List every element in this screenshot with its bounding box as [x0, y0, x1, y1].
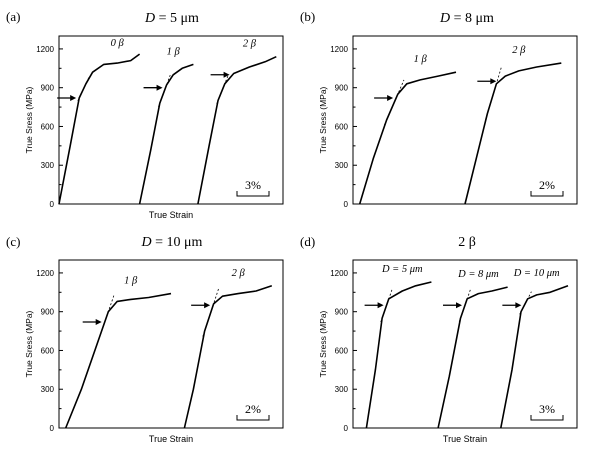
yield-tangent: [380, 287, 393, 323]
yield-arrowhead: [95, 319, 102, 326]
y-tick-label: 600: [335, 122, 349, 131]
y-tick-label: 600: [335, 346, 349, 355]
series-line: [183, 285, 273, 429]
series-line: [138, 63, 194, 205]
y-tick-label: 1200: [330, 45, 348, 54]
panel-title: D = 10 μm: [141, 235, 203, 250]
yield-arrowhead: [204, 302, 211, 309]
plot-frame: [58, 35, 284, 205]
y-tick-label: 300: [41, 161, 55, 170]
series-label: 1 β: [414, 54, 428, 65]
series-line: [197, 55, 277, 205]
panel-label: (a): [6, 9, 20, 24]
panel-c: (c) D = 10 μm 0 300 600 900 1200 True Sress (MP…: [6, 234, 284, 444]
scale-bar: [530, 415, 564, 421]
y-tick-label: 1200: [330, 269, 348, 278]
title-value: 2 β: [458, 235, 476, 250]
panel-b: (b) D = 8 μm 0 300 600 900 1200 True Sress (MPa…: [300, 9, 578, 209]
series-label: 0 β: [111, 38, 125, 49]
y-tick-label: 0: [50, 200, 55, 209]
panel-title: D = 8 μm: [439, 11, 494, 26]
series-label: 2 β: [232, 268, 246, 279]
y-tick-label: 600: [41, 122, 55, 131]
yield-arrowhead: [377, 302, 384, 309]
series-line: [464, 62, 562, 205]
series-label: D = 8 μm: [457, 269, 499, 280]
y-axis-label: True Sress (MPa): [318, 310, 328, 377]
series-line: [358, 71, 457, 205]
panel-d: (d) 2 β 0 300 600 900 1200 True Sress (MPa) True…: [300, 234, 578, 444]
x-axis-label: True Strain: [149, 210, 193, 220]
plot-frame: [58, 259, 284, 429]
y-tick-label: 900: [41, 308, 55, 317]
series-line: [500, 285, 569, 429]
yield-arrowhead: [223, 71, 230, 78]
y-tick-label: 1200: [36, 45, 54, 54]
yield-tangent: [383, 79, 405, 126]
yield-arrowhead: [456, 302, 462, 309]
y-tick-label: 900: [41, 84, 55, 93]
scale-bar-label: 2%: [245, 402, 261, 416]
y-axis-label: True Sress (MPa): [24, 310, 34, 377]
y-axis-label: True Sress (MPa): [318, 86, 328, 153]
title-variable: D: [144, 11, 155, 26]
y-tick-label: 0: [50, 424, 55, 433]
yield-tangent: [77, 75, 90, 102]
yield-tangent: [216, 74, 229, 105]
y-tick-label: 900: [335, 308, 349, 317]
yield-tangent: [485, 67, 502, 120]
title-value: = 8 μm: [450, 11, 494, 26]
plot-frame: [352, 259, 578, 429]
title-value: = 5 μm: [155, 11, 199, 26]
scale-bar: [236, 191, 270, 197]
panel-label: (d): [300, 234, 315, 249]
scale-bar-label: 2%: [539, 178, 555, 192]
panel-label: (b): [300, 9, 315, 24]
title-variable: D: [141, 235, 152, 250]
y-tick-label: 300: [335, 385, 349, 394]
y-tick-label: 300: [335, 161, 349, 170]
x-axis-label: True Strain: [443, 434, 487, 444]
x-axis-label: True Strain: [149, 434, 193, 444]
yield-tangent: [158, 75, 171, 107]
panel-title: 2 β: [458, 235, 476, 250]
panel-label: (c): [6, 234, 20, 249]
series-label: D = 5 μm: [381, 264, 423, 275]
series-line: [64, 292, 172, 429]
series-line: [365, 281, 432, 429]
scale-bar-label: 3%: [539, 402, 555, 416]
scale-bar-label: 3%: [245, 178, 261, 192]
yield-tangent: [458, 287, 472, 323]
yield-arrowhead: [515, 302, 522, 309]
yield-tangent: [94, 293, 115, 351]
yield-arrowhead: [490, 78, 497, 85]
series-label: 1 β: [167, 46, 181, 57]
y-tick-label: 0: [344, 200, 349, 209]
series-label: D = 10 μm: [513, 268, 560, 279]
scale-bar: [530, 191, 564, 197]
yield-arrowhead: [70, 95, 77, 102]
panel-title: D = 5 μm: [144, 11, 199, 26]
title-variable: D: [439, 11, 450, 26]
y-tick-label: 300: [41, 385, 55, 394]
yield-arrowhead: [156, 84, 163, 91]
y-axis-label: True Sress (MPa): [24, 86, 34, 153]
series-line: [437, 286, 508, 429]
panel-a: (a) D = 5 μm 0 300 600 900 1200 True Sress (MPa…: [6, 9, 284, 220]
yield-tangent: [202, 288, 219, 337]
yield-tangent: [519, 291, 532, 315]
y-tick-label: 0: [344, 424, 349, 433]
y-tick-label: 1200: [36, 269, 54, 278]
title-value: = 10 μm: [152, 235, 203, 250]
series-label: 2 β: [243, 39, 257, 50]
series-label: 1 β: [124, 276, 138, 287]
y-tick-label: 600: [41, 346, 55, 355]
series-line: [58, 53, 141, 205]
yield-arrowhead: [387, 95, 394, 102]
scale-bar: [236, 415, 270, 421]
y-tick-label: 900: [335, 84, 349, 93]
series-label: 2 β: [512, 45, 526, 56]
